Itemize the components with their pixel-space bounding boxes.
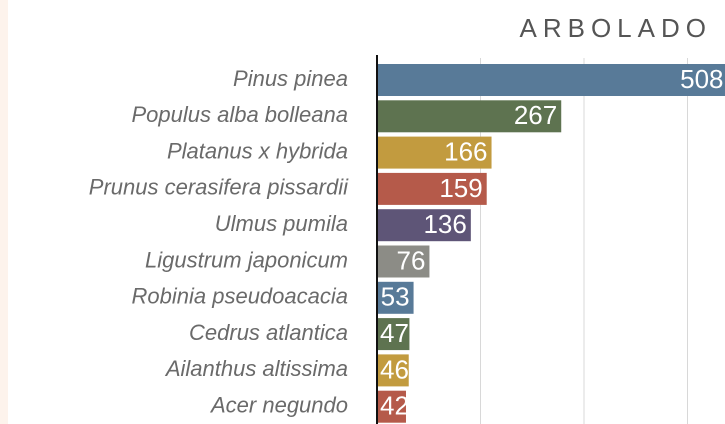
value-label: 136 (423, 209, 466, 239)
value-label: 46 (380, 354, 409, 384)
category-label: Populus alba bolleana (131, 102, 348, 127)
value-label: 47 (380, 318, 409, 348)
value-label: 166 (444, 136, 487, 166)
category-label: Prunus cerasifera pissardii (89, 175, 349, 200)
bar (377, 100, 562, 133)
bar (377, 245, 430, 278)
bar (377, 390, 406, 423)
value-label: 159 (439, 173, 482, 203)
side-strip (0, 0, 8, 424)
bar (377, 172, 487, 205)
bar (377, 136, 492, 169)
category-label: Robinia pseudoacacia (132, 284, 349, 309)
bar (377, 281, 414, 314)
category-label: Ailanthus altissima (164, 356, 348, 381)
bar (377, 354, 409, 387)
value-label: 53 (381, 282, 410, 312)
category-label: Pinus pinea (233, 66, 348, 91)
category-label: Platanus x hybrida (167, 138, 348, 163)
category-label: Ligustrum japonicum (145, 247, 348, 272)
bar (377, 209, 471, 242)
value-label: 76 (397, 245, 426, 275)
bar (377, 64, 725, 96)
bar (377, 318, 410, 351)
value-label: 508 (680, 64, 723, 94)
chart-title: ARBOLADO (520, 13, 713, 43)
value-label: 42 (380, 391, 409, 421)
category-label: Cedrus atlantica (189, 320, 348, 345)
value-label: 267 (514, 100, 557, 130)
category-label: Ulmus pumila (215, 211, 348, 236)
category-label: Acer negundo (209, 393, 348, 418)
